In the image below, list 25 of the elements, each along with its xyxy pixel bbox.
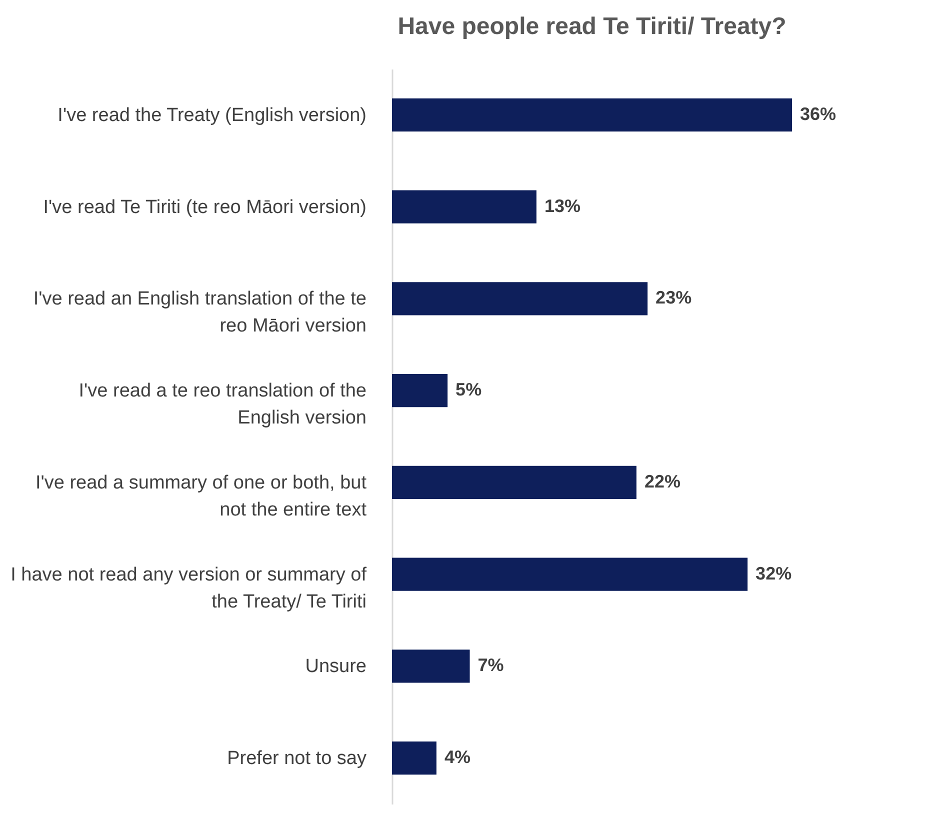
y-tick-label: I have not read any version or summary of the Treaty/ Te Tiriti xyxy=(10,564,368,612)
bar xyxy=(392,282,648,316)
data-label: 7% xyxy=(478,655,504,676)
data-label: 23% xyxy=(656,288,692,308)
bar xyxy=(392,374,448,408)
y-tick-label: I've read Te Tiriti (te reo Māori version) xyxy=(43,196,366,218)
data-label: 36% xyxy=(800,104,836,124)
y-tick-label: I've read the Treaty (English version) xyxy=(58,104,366,126)
data-label: 32% xyxy=(756,563,792,584)
bar xyxy=(392,98,792,132)
y-tick-label: I've read a te reo translation of the English version xyxy=(78,380,366,429)
bar xyxy=(392,742,436,775)
y-tick-label: I've read a summary of one or both, but not the entire text xyxy=(35,472,368,520)
data-label: 4% xyxy=(444,747,470,768)
y-tick-label: Prefer not to say xyxy=(227,748,367,770)
data-label: 22% xyxy=(644,471,680,492)
y-tick-label: I've read an English translation of the te reo Māori version xyxy=(33,288,366,337)
data-label: 13% xyxy=(544,196,580,216)
bar xyxy=(392,466,636,499)
bar xyxy=(392,190,536,224)
y-tick-label: Unsure xyxy=(305,656,366,678)
chart-title: Have people read Te Tiriti/ Treaty? xyxy=(398,13,786,40)
bar xyxy=(392,650,470,683)
data-label: 5% xyxy=(456,380,482,400)
bar xyxy=(392,558,748,591)
